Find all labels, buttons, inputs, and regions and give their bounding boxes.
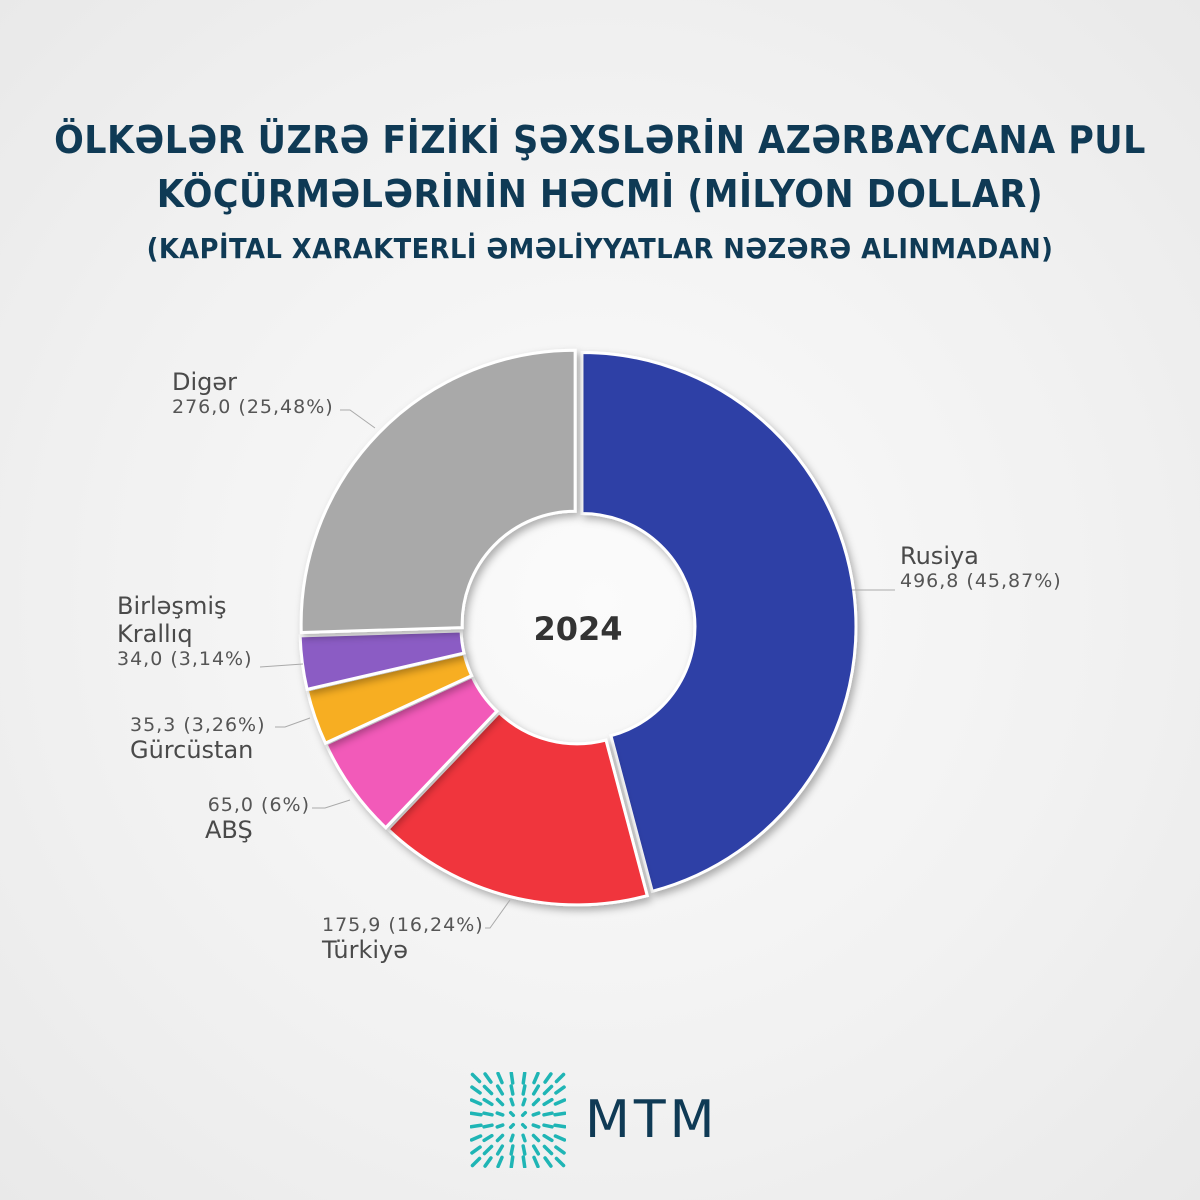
logo-dash xyxy=(482,1123,494,1129)
logo-dash xyxy=(495,1133,505,1143)
logo-dash xyxy=(509,1072,515,1085)
center-year-label: 2024 xyxy=(533,610,623,648)
logo-dash xyxy=(483,1072,493,1084)
logo-dash xyxy=(532,1072,540,1085)
slice-rusiya xyxy=(580,350,858,894)
label-diger: Digər 276,0 (25,48%) xyxy=(172,368,334,418)
logo-dash xyxy=(531,1133,541,1143)
logo-dash xyxy=(509,1084,515,1096)
label-rusiya-name: Rusiya xyxy=(900,542,979,570)
label-abs-name: ABŞ xyxy=(205,816,253,844)
label-abs: 65,0 (6%) ABŞ xyxy=(205,794,310,844)
logo-dash xyxy=(482,1144,494,1156)
logo-dash xyxy=(508,1110,516,1118)
logo-dash xyxy=(542,1123,554,1129)
logo-dash xyxy=(509,1133,515,1143)
logo-dash xyxy=(554,1085,566,1095)
label-birlesmis-kralliq: Birləşmiş Krallıq 34,0 (3,14%) xyxy=(117,592,253,670)
logo-dash xyxy=(509,1144,515,1156)
label-bk-value: 34,0 (3,14%) xyxy=(117,648,253,670)
logo-dash xyxy=(495,1111,505,1117)
logo-dash xyxy=(508,1122,516,1130)
logo-dash xyxy=(521,1155,527,1168)
logo-dash xyxy=(542,1144,554,1156)
logo-dash xyxy=(554,1156,566,1168)
logo-dash xyxy=(553,1134,566,1142)
label-bk-name-line2: Krallıq xyxy=(117,620,193,648)
logo-dash xyxy=(543,1072,553,1084)
logo-dash xyxy=(543,1156,553,1168)
logo-dash xyxy=(542,1111,554,1117)
logo-dash xyxy=(542,1097,554,1107)
logo-dash xyxy=(542,1084,554,1096)
logo-dash xyxy=(531,1084,541,1096)
label-rusiya-value: 496,8 (45,87%) xyxy=(900,570,1062,592)
logo-dash xyxy=(470,1145,482,1155)
logo-dash xyxy=(520,1122,528,1130)
chart-title-line1: ÖLKƏLƏR ÜZRƏ FİZİKİ ŞƏXSLƏRİN AZƏRBAYCAN… xyxy=(54,118,1146,162)
logo-dash xyxy=(532,1155,540,1168)
logo-dash xyxy=(553,1098,566,1106)
chart-subtitle: (KAPİTAL XARAKTERLİ ƏMƏLİYYATLAR NƏZƏRƏ … xyxy=(146,232,1054,265)
leader-line-abs xyxy=(312,799,351,809)
logo-dash xyxy=(531,1123,541,1129)
logo-dash xyxy=(495,1084,505,1096)
logo-dash xyxy=(509,1097,515,1107)
logo-dash xyxy=(521,1072,527,1085)
logo-dash xyxy=(483,1156,493,1168)
logo-dash xyxy=(470,1134,483,1142)
chart-title-line2: KÖÇÜRMƏLƏRİNİN HƏCMİ (MİLYON DOLLAR) xyxy=(156,172,1044,216)
label-bk-name-line1: Birləşmiş xyxy=(117,592,227,620)
logo-dash xyxy=(521,1097,527,1107)
logo-dash xyxy=(495,1123,505,1129)
label-diger-value: 276,0 (25,48%) xyxy=(172,396,334,418)
leader-line-diger xyxy=(340,409,376,429)
label-gurcustan-value: 35,3 (3,26%) xyxy=(130,714,266,736)
logo-dash xyxy=(496,1072,504,1085)
logo-dash xyxy=(542,1133,554,1143)
logo-dash xyxy=(531,1111,541,1117)
logo-dash xyxy=(554,1072,566,1084)
logo-dash xyxy=(553,1111,566,1117)
slice-birləşmiş-krallıq xyxy=(298,629,466,692)
logo-dash xyxy=(482,1133,494,1143)
logo-dash xyxy=(495,1097,505,1107)
logo-dash xyxy=(520,1110,528,1118)
logo-dash xyxy=(470,1156,482,1168)
label-abs-value: 65,0 (6%) xyxy=(207,794,310,816)
logo-dash xyxy=(482,1084,494,1096)
leader-line-gurcustan xyxy=(275,717,311,728)
leader-line-turkiye xyxy=(485,899,511,929)
logo-dash xyxy=(553,1123,566,1129)
logo-dash xyxy=(521,1133,527,1143)
mtm-logo-icon xyxy=(470,1072,566,1168)
logo-dash xyxy=(496,1155,504,1168)
logo-dash xyxy=(521,1144,527,1156)
logo-dash xyxy=(470,1098,483,1106)
logo-dash xyxy=(554,1145,566,1155)
logo-dash xyxy=(470,1123,483,1129)
label-diger-name: Digər xyxy=(172,368,238,396)
logo-dash xyxy=(470,1111,483,1117)
label-turkiye: 175,9 (16,24%) Türkiyə xyxy=(322,914,484,964)
leader-line-bk xyxy=(259,663,304,668)
logo-dash xyxy=(509,1155,515,1168)
slice-digər xyxy=(299,348,577,635)
logo-dash xyxy=(470,1085,482,1095)
logo-dash xyxy=(495,1144,505,1156)
label-gurcustan-name: Gürcüstan xyxy=(130,736,254,764)
logo-dash xyxy=(482,1097,494,1107)
logo-dash xyxy=(482,1111,494,1117)
label-gurcustan: 35,3 (3,26%) Gürcüstan xyxy=(130,714,266,764)
logo-dash xyxy=(531,1097,541,1107)
label-turkiye-name: Türkiyə xyxy=(322,936,408,964)
logo-dash xyxy=(470,1072,482,1084)
slice-türkiyə xyxy=(385,710,650,907)
logo-dash xyxy=(531,1144,541,1156)
label-rusiya: Rusiya 496,8 (45,87%) xyxy=(900,542,1062,592)
brand-name: MTM xyxy=(585,1090,719,1150)
label-turkiye-value: 175,9 (16,24%) xyxy=(322,914,484,936)
logo-dash xyxy=(521,1084,527,1096)
